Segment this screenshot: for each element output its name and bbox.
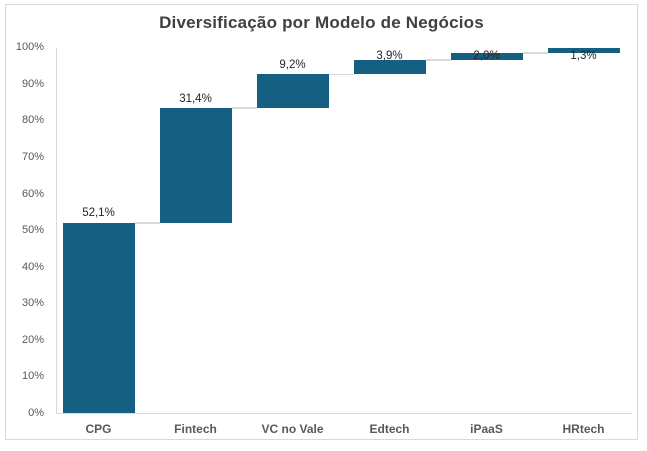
- waterfall-connector: [425, 59, 451, 61]
- waterfall-bar: [353, 60, 426, 75]
- y-tick-label: 70%: [21, 150, 44, 163]
- waterfall-connector: [328, 73, 354, 76]
- bar-value-label: 1,3%: [570, 50, 597, 62]
- x-category-label: HRtech: [562, 422, 605, 436]
- x-category-label: VC no Vale: [261, 422, 324, 436]
- bar-value-label: 52,1%: [82, 207, 115, 220]
- bar-value-label: 31,4%: [179, 92, 212, 105]
- x-axis-line: [56, 413, 632, 415]
- y-tick-label: 100%: [15, 41, 44, 54]
- y-axis-line: [56, 47, 57, 415]
- y-tick-label: 50%: [21, 224, 44, 237]
- y-tick-label: 0%: [28, 406, 44, 419]
- x-category-label: CPG: [85, 422, 112, 436]
- waterfall-connector: [522, 52, 548, 54]
- y-tick-label: 80%: [21, 114, 44, 127]
- waterfall-bar: [547, 48, 620, 53]
- y-tick-label: 90%: [21, 77, 44, 90]
- bar-value-label: 2,0%: [473, 50, 500, 62]
- chart-title: Diversificação por Modelo de Negócios: [159, 13, 484, 32]
- waterfall-bar: [159, 108, 232, 223]
- waterfall-connector: [134, 222, 160, 224]
- y-tick-label: 20%: [21, 333, 44, 346]
- bar-value-label: 3,9%: [376, 50, 403, 62]
- x-category-label: Fintech: [174, 422, 217, 436]
- x-category-label: iPaaS: [470, 422, 503, 436]
- waterfall-bar: [450, 52, 523, 61]
- waterfall-bar: [256, 74, 329, 109]
- waterfall-bar: [62, 222, 135, 414]
- y-tick-label: 40%: [21, 260, 44, 273]
- y-tick-label: 10%: [21, 370, 44, 383]
- waterfall-connector: [231, 107, 257, 109]
- bar-value-label: 9,2%: [279, 58, 306, 71]
- y-tick-label: 60%: [21, 187, 44, 200]
- y-tick-label: 30%: [21, 297, 44, 310]
- x-category-label: Edtech: [369, 422, 410, 436]
